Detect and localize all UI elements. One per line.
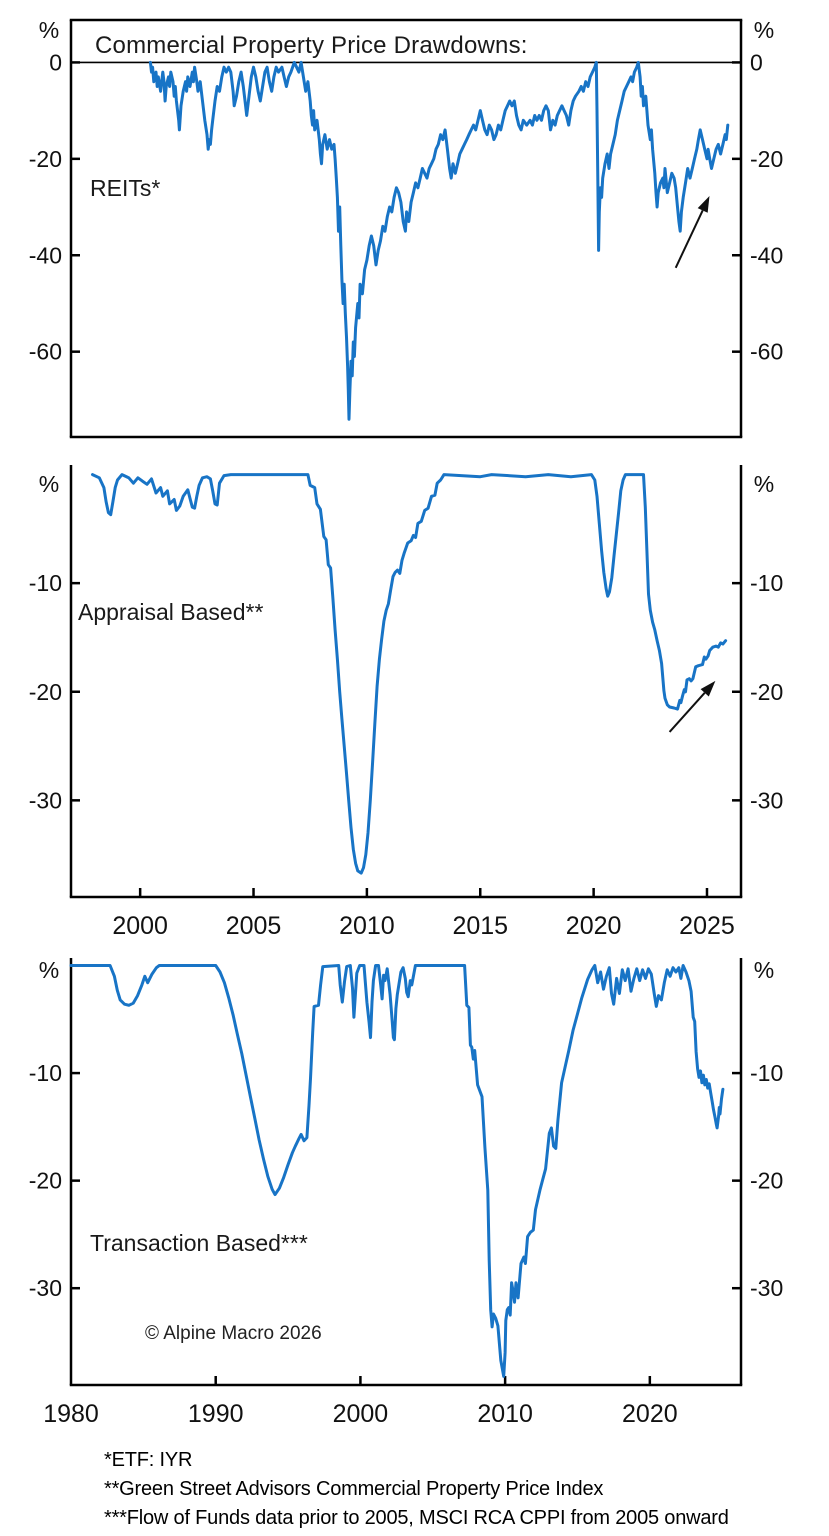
y-tick-label-right: -20 <box>750 146 783 172</box>
y-tick-label-left: -10 <box>29 1060 62 1086</box>
trend-arrow-head <box>697 195 710 213</box>
y-tick-label-left: -40 <box>29 242 62 268</box>
copyright-note: © Alpine Macro 2026 <box>145 1323 322 1344</box>
x-tick-label: 2000 <box>112 912 168 940</box>
chart-title: Commercial Property Price Drawdowns: <box>95 32 528 59</box>
x-tick-label: 2025 <box>679 912 735 940</box>
unit-label-left: % <box>39 957 59 983</box>
series-appraisal-based-drawdown <box>91 473 728 875</box>
x-tick-label: 2010 <box>477 1400 533 1428</box>
trend-arrow-head <box>700 680 716 697</box>
footnote-flow-of-funds: ***Flow of Funds data prior to 2005, MSC… <box>104 1507 729 1529</box>
y-tick-label-left: -60 <box>29 339 62 365</box>
y-tick-label-left: -30 <box>29 787 62 813</box>
panel-transaction-based-drawdown: % % -10 -10 -20 -20 -30 -30 1980 1990 2000 2010 2020 <box>29 957 784 1428</box>
x-tick-label: 2010 <box>339 912 395 940</box>
footnote-etf: *ETF: IYR <box>104 1449 193 1471</box>
footnotes-block: *ETF: IYR **Green Street Advisors Commer… <box>104 1446 729 1533</box>
unit-label-left: % <box>39 471 59 497</box>
series-reits-drawdown <box>148 60 730 421</box>
x-tick-label: 2020 <box>566 912 622 940</box>
x-tick-label: 1980 <box>43 1400 99 1428</box>
x-tick-label: 2015 <box>452 912 508 940</box>
y-tick-label-right: 0 <box>750 49 763 75</box>
y-tick-label-right: -30 <box>750 1275 783 1301</box>
y-tick-label-right: -30 <box>750 787 783 813</box>
y-tick-label-right: -10 <box>750 570 783 596</box>
y-tick-label-left: -20 <box>29 679 62 705</box>
x-tick-label: 2020 <box>622 1400 678 1428</box>
y-tick-label-left: -20 <box>29 146 62 172</box>
footnote-green-street: **Green Street Advisors Commercial Prope… <box>104 1478 604 1500</box>
y-tick-label-right: -10 <box>750 1060 783 1086</box>
y-tick-label-left: 0 <box>49 49 62 75</box>
unit-label-right: % <box>754 957 774 983</box>
unit-label-right: % <box>754 471 774 497</box>
series-transaction-based-drawdown <box>69 964 725 1378</box>
y-tick-label-left: -10 <box>29 570 62 596</box>
x-tick-label: 1990 <box>188 1400 244 1428</box>
unit-label-left: % <box>39 17 59 43</box>
y-tick-label-right: -20 <box>750 1168 783 1194</box>
y-tick-label-right: -20 <box>750 679 783 705</box>
panel-appraisal-based-drawdown: % % -10 -10 -20 -20 -30 -30 2000 2005 2010 2015 2020… <box>29 465 783 940</box>
x-tick-label: 2000 <box>333 1400 389 1428</box>
trend-arrow-shaft <box>674 210 704 269</box>
panel-label-transaction-based: Transaction Based*** <box>90 1230 308 1256</box>
x-tick-label: 2005 <box>226 912 282 940</box>
y-tick-label-left: -30 <box>29 1275 62 1301</box>
y-tick-label-left: -20 <box>29 1168 62 1194</box>
unit-label-right: % <box>754 17 774 43</box>
y-tick-label-right: -40 <box>750 242 783 268</box>
y-tick-label-right: -60 <box>750 339 783 365</box>
panel-reits-drawdown: % % 0 0 -20 -20 -40 -40 -60 -60 <box>29 17 783 439</box>
panel-label-reits: REITs* <box>90 175 161 201</box>
panel-label-appraisal-based: Appraisal Based** <box>78 599 264 625</box>
trend-arrow-shaft <box>668 692 706 733</box>
